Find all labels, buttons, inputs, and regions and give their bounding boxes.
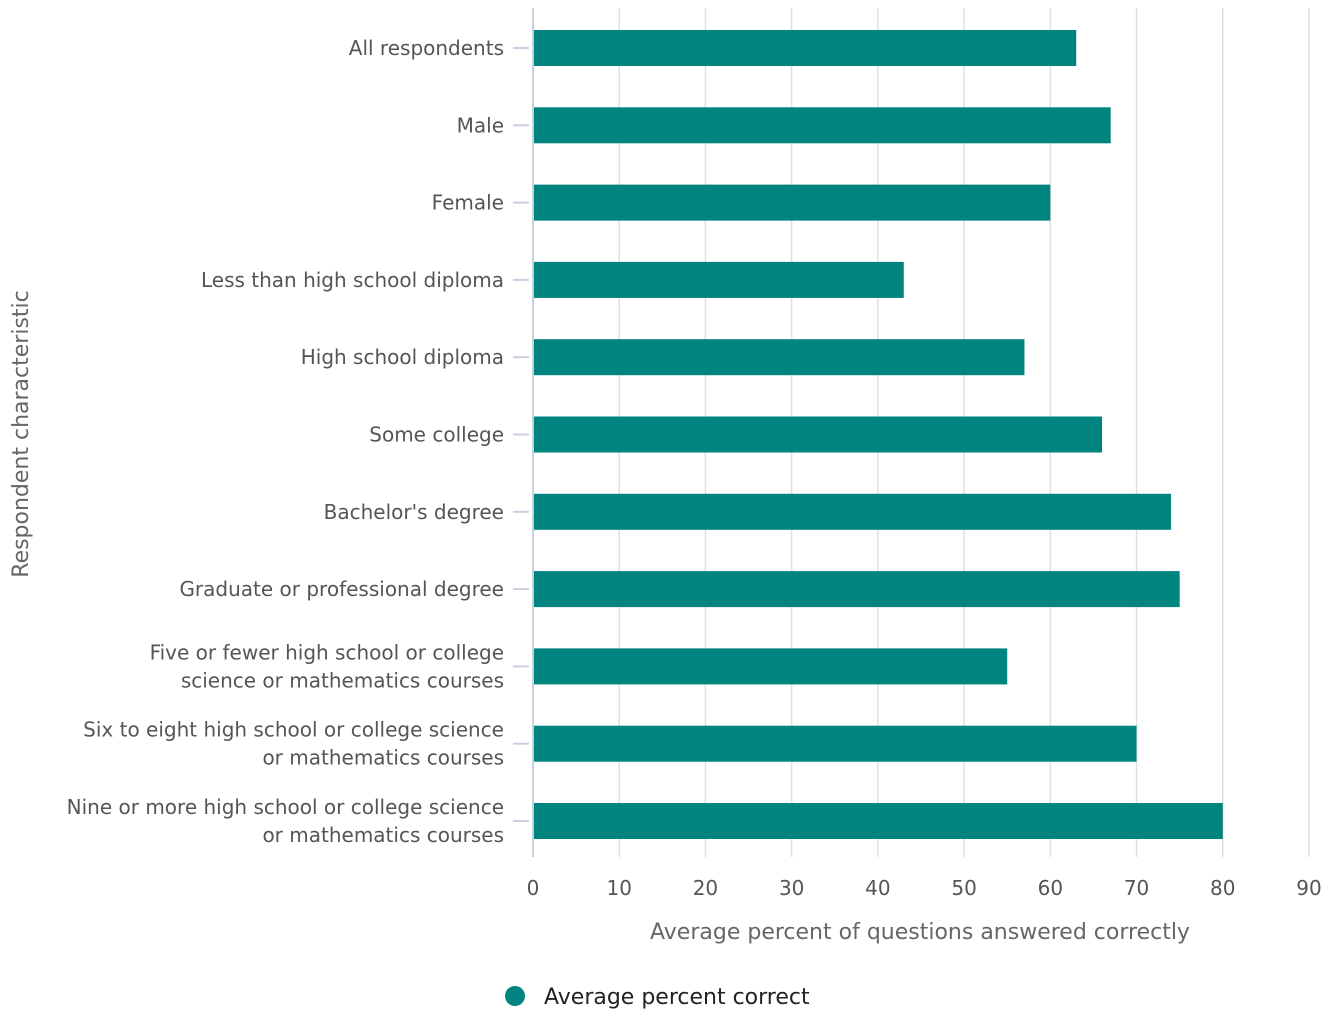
category-label: Nine or more high school or college scie… xyxy=(67,795,504,847)
category-label-line: science or mathematics courses xyxy=(181,668,504,692)
x-tick-label: 80 xyxy=(1210,876,1235,900)
bar[interactable] xyxy=(534,107,1111,144)
x-tick-label: 90 xyxy=(1296,876,1321,900)
category-label-line: Female xyxy=(432,191,504,215)
category-label-line: or mathematics courses xyxy=(262,746,504,770)
x-tick-label: 0 xyxy=(527,876,540,900)
legend-label: Average percent correct xyxy=(544,985,810,1010)
category-labels: All respondents Male Female Less than high … xyxy=(67,36,504,847)
x-tick-label: 50 xyxy=(951,876,976,900)
category-label-line: Some college xyxy=(369,423,504,447)
category-label: Graduate or professional degree xyxy=(179,577,504,601)
axes xyxy=(513,8,534,857)
bar[interactable] xyxy=(534,184,1051,221)
category-label: Bachelor's degree xyxy=(324,500,504,524)
x-tick-label: 10 xyxy=(606,876,631,900)
category-label: Male xyxy=(457,113,504,137)
category-label-line: Bachelor's degree xyxy=(324,500,504,524)
bar[interactable] xyxy=(534,571,1180,608)
category-label-line: Six to eight high school or college scie… xyxy=(83,718,504,742)
category-label: All respondents xyxy=(349,36,504,60)
x-tick-label: 40 xyxy=(865,876,890,900)
x-tick-labels: 0 10 20 30 40 50 60 70 80 90 xyxy=(527,876,1322,900)
x-tick-label: 30 xyxy=(779,876,804,900)
category-label-line: Male xyxy=(457,113,504,137)
y-axis-title: Respondent characteristic xyxy=(9,290,34,577)
bar[interactable] xyxy=(534,416,1103,453)
legend-marker-icon xyxy=(505,986,525,1006)
legend[interactable]: Average percent correct xyxy=(505,985,810,1010)
bar[interactable] xyxy=(534,30,1077,66)
category-label: Female xyxy=(432,191,504,215)
x-tick-label: 60 xyxy=(1038,876,1063,900)
x-tick-label: 20 xyxy=(693,876,718,900)
bars xyxy=(534,30,1223,839)
category-label-line: or mathematics courses xyxy=(262,823,504,847)
x-tick-label: 70 xyxy=(1124,876,1149,900)
bar[interactable] xyxy=(534,648,1008,685)
category-label: Less than high school diploma xyxy=(201,268,504,292)
bar[interactable] xyxy=(534,261,904,298)
category-label-line: High school diploma xyxy=(301,345,504,369)
category-label-line: Five or fewer high school or college xyxy=(150,640,504,664)
category-label: High school diploma xyxy=(301,345,504,369)
category-label-line: All respondents xyxy=(349,36,504,60)
bar[interactable] xyxy=(534,803,1223,839)
x-axis-title: Average percent of questions answered co… xyxy=(650,920,1190,945)
category-label: Some college xyxy=(369,423,504,447)
bar[interactable] xyxy=(534,493,1172,530)
category-label: Six to eight high school or college scie… xyxy=(83,718,504,770)
bar[interactable] xyxy=(534,725,1137,762)
category-label: Five or fewer high school or college scie… xyxy=(150,640,504,692)
category-label-line: Less than high school diploma xyxy=(201,268,504,292)
category-label-line: Nine or more high school or college scie… xyxy=(67,795,504,819)
category-label-line: Graduate or professional degree xyxy=(179,577,504,601)
bar[interactable] xyxy=(534,339,1025,376)
